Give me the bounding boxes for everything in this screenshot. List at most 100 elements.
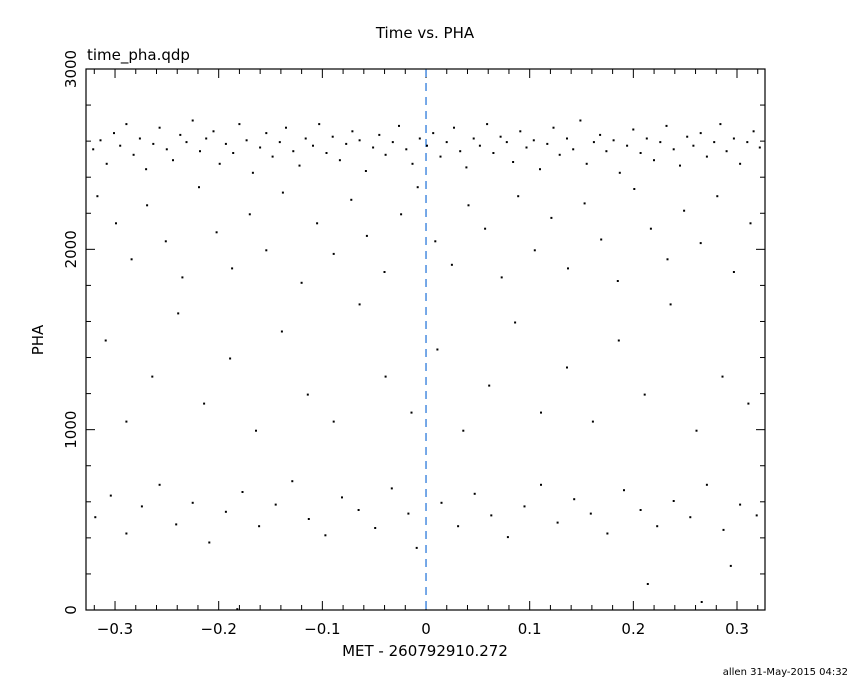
- data-point: [304, 137, 307, 140]
- data-point: [345, 142, 348, 145]
- data-point: [145, 168, 148, 171]
- data-point: [566, 366, 568, 369]
- data-point: [606, 532, 609, 535]
- x-tick-label: −0.1: [304, 620, 340, 638]
- data-point: [241, 491, 244, 493]
- data-point: [411, 162, 414, 165]
- data-point: [307, 518, 310, 520]
- data-point: [659, 141, 662, 144]
- data-point: [138, 137, 141, 140]
- plot-frame: [85, 68, 766, 611]
- data-point: [224, 510, 227, 513]
- data-point: [175, 523, 178, 526]
- data-point: [500, 276, 503, 279]
- data-point: [579, 119, 582, 122]
- data-point: [306, 393, 309, 396]
- data-point: [519, 130, 522, 133]
- data-point: [472, 137, 475, 140]
- data-point: [699, 132, 702, 135]
- data-point: [218, 162, 221, 165]
- data-point: [285, 126, 287, 129]
- x-tick-label: 0.1: [518, 620, 542, 638]
- data-point: [271, 155, 274, 158]
- tick-labels: −0.3 −0.2 −0.1 0 0.1 0.2 0.3 0 1000 2000 3000: [62, 50, 749, 638]
- data-point: [645, 137, 648, 140]
- data-point: [612, 139, 615, 142]
- x-tick-label: −0.2: [200, 620, 236, 638]
- data-point: [490, 514, 493, 517]
- data-point: [158, 483, 161, 486]
- data-point: [692, 144, 695, 147]
- data-point: [617, 339, 620, 342]
- data-point: [151, 375, 154, 378]
- data-point: [238, 123, 241, 126]
- data-points: [92, 119, 761, 611]
- data-point: [125, 123, 128, 126]
- data-point: [338, 159, 341, 162]
- data-point: [729, 564, 732, 567]
- data-point: [592, 141, 595, 144]
- data-point: [705, 155, 708, 158]
- data-point: [639, 509, 642, 511]
- data-point: [532, 139, 535, 142]
- data-point: [191, 119, 194, 122]
- data-point: [177, 312, 180, 315]
- data-point: [415, 546, 418, 549]
- data-point: [599, 133, 602, 136]
- data-point: [104, 339, 107, 342]
- data-point: [506, 536, 509, 539]
- data-point: [212, 130, 215, 133]
- y-tick-label: 1000: [62, 411, 80, 449]
- data-point: [410, 411, 413, 414]
- data-point: [467, 204, 470, 207]
- data-point: [418, 137, 421, 140]
- data-point: [646, 583, 649, 585]
- data-point: [416, 186, 419, 189]
- data-point: [523, 505, 526, 508]
- data-point: [281, 191, 284, 194]
- data-point: [350, 198, 353, 201]
- data-point: [758, 146, 761, 149]
- data-point: [572, 148, 575, 151]
- data-point: [749, 222, 752, 225]
- data-point: [291, 480, 294, 483]
- data-point: [152, 142, 155, 145]
- data-point: [92, 148, 95, 151]
- x-tick-label: 0.2: [621, 620, 645, 638]
- data-point: [453, 126, 455, 129]
- data-point: [434, 240, 437, 243]
- data-point: [236, 608, 239, 611]
- data-point: [358, 139, 361, 142]
- data-point: [722, 528, 725, 531]
- data-point: [232, 152, 235, 154]
- y-axis-label: PHA: [29, 324, 47, 355]
- data-point: [525, 146, 528, 149]
- data-point: [672, 500, 675, 502]
- data-point: [665, 124, 668, 127]
- data-point: [533, 249, 536, 252]
- data-point: [486, 123, 489, 126]
- data-point: [589, 512, 592, 515]
- y-tick-label: 2000: [62, 230, 80, 268]
- data-point: [191, 501, 194, 504]
- data-point: [517, 195, 520, 198]
- data-point: [539, 168, 541, 171]
- data-point: [540, 483, 542, 486]
- data-point: [384, 375, 387, 378]
- data-point: [316, 222, 319, 225]
- data-point: [653, 159, 655, 162]
- data-point: [478, 144, 481, 147]
- data-point: [384, 153, 387, 156]
- data-point: [705, 483, 708, 486]
- data-point: [280, 330, 283, 333]
- data-point: [172, 159, 174, 162]
- data-point: [324, 534, 327, 537]
- data-point: [109, 494, 112, 497]
- data-point: [689, 516, 692, 519]
- data-point: [405, 148, 408, 151]
- y-tick-label: 0: [62, 605, 80, 615]
- data-point: [462, 429, 465, 432]
- data-point: [357, 509, 360, 511]
- data-point: [488, 384, 491, 387]
- data-point: [265, 132, 268, 135]
